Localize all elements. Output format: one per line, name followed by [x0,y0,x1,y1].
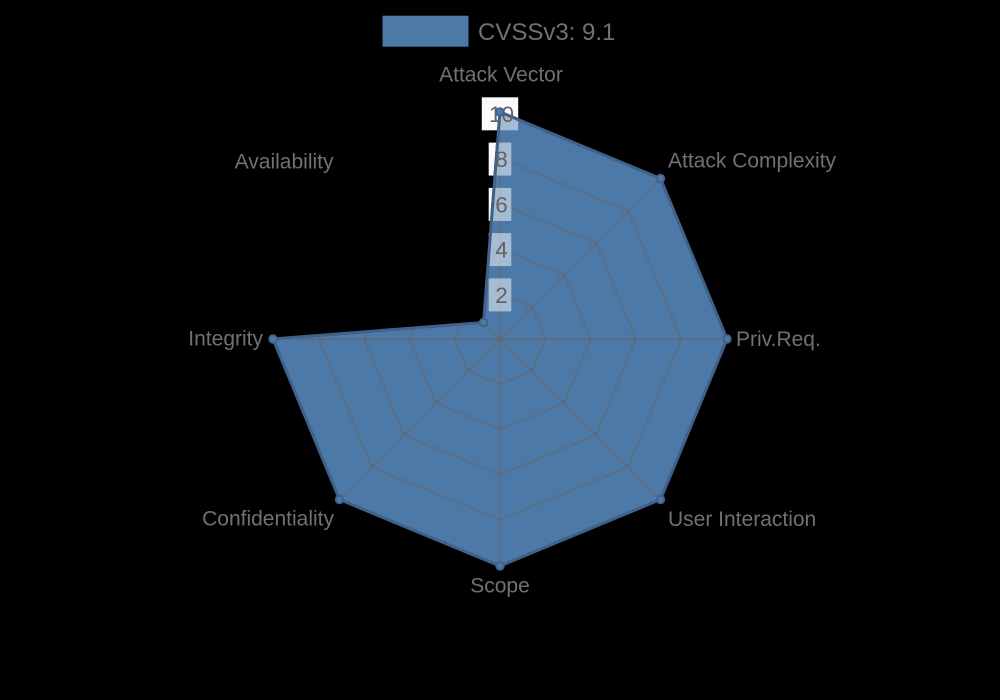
svg-text:Integrity: Integrity [188,328,263,351]
svg-text:2: 2 [495,283,508,308]
svg-text:Confidentiality: Confidentiality [202,508,334,531]
svg-text:CVSSv3: 9.1: CVSSv3: 9.1 [478,19,615,46]
svg-text:8: 8 [495,147,508,172]
svg-text:User Interaction: User Interaction [668,508,816,531]
svg-text:Attack Vector: Attack Vector [439,64,563,87]
svg-text:Scope: Scope [470,575,530,598]
svg-text:4: 4 [495,238,508,263]
svg-text:6: 6 [495,192,508,217]
svg-text:Attack Complexity: Attack Complexity [668,150,837,173]
svg-text:Availability: Availability [235,151,334,174]
svg-text:Priv.Req.: Priv.Req. [736,328,821,351]
